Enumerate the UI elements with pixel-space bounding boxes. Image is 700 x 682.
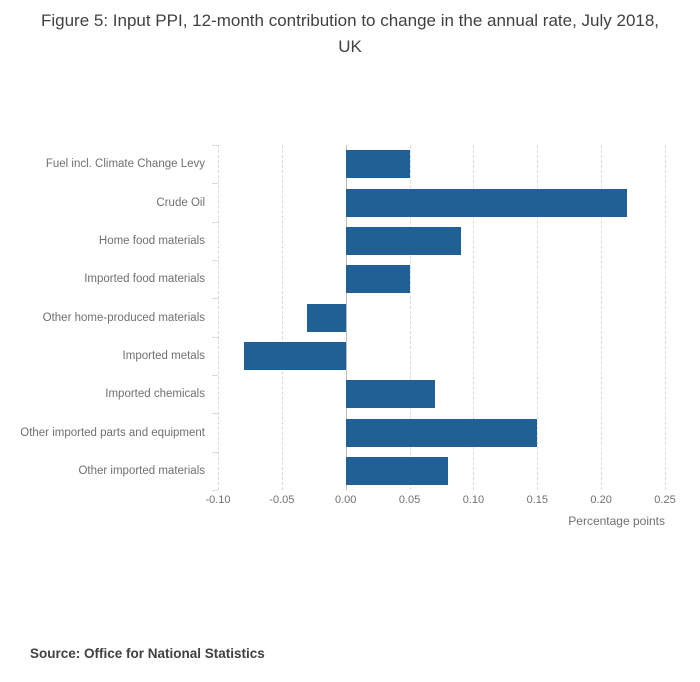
- y-axis-tick: [212, 183, 218, 185]
- gridline: [218, 145, 219, 490]
- category-label: Imported chemicals: [105, 388, 205, 401]
- bar: [345, 456, 448, 485]
- x-axis-label: Percentage points: [568, 514, 665, 528]
- gridline: [665, 145, 666, 490]
- category-label: Crude Oil: [156, 196, 205, 209]
- bar: [345, 150, 410, 179]
- bar: [345, 265, 410, 294]
- y-axis-tick: [212, 298, 218, 300]
- gridline: [409, 145, 411, 490]
- source-note: Source: Office for National Statistics: [30, 646, 265, 661]
- gridline: [473, 145, 475, 490]
- y-axis-tick: [212, 413, 218, 415]
- plot-area: [212, 145, 666, 491]
- bar: [345, 418, 538, 447]
- gridline: [281, 145, 283, 490]
- x-tick-label: -0.05: [269, 494, 295, 506]
- gridline: [537, 145, 539, 490]
- category-label: Other home-produced materials: [42, 311, 205, 324]
- category-label: Fuel incl. Climate Change Levy: [45, 158, 205, 171]
- y-axis-tick: [212, 336, 218, 338]
- category-label: Other imported parts and equipment: [20, 426, 205, 439]
- x-tick-label: 0.25: [654, 494, 676, 506]
- chart-title: Figure 5: Input PPI, 12-month contributi…: [40, 11, 660, 56]
- category-label: Imported food materials: [84, 273, 205, 286]
- bar: [345, 188, 627, 217]
- x-tick-label: 0.00: [334, 494, 357, 506]
- category-label: Imported metals: [122, 349, 205, 362]
- bar: [243, 341, 346, 370]
- x-tick-label: 0.10: [462, 494, 485, 506]
- y-axis-tick: [212, 145, 218, 146]
- y-axis-tick: [212, 375, 218, 376]
- x-tick-label: 0.15: [526, 494, 548, 506]
- x-tick-label: 0.20: [590, 494, 612, 506]
- y-axis-tick: [212, 221, 218, 223]
- bar: [345, 380, 436, 409]
- y-axis-tick: [212, 490, 218, 491]
- x-axis-ticks: -0.10 -0.05 0.00 0.05 0.10 0.15 0.20 0.25: [205, 494, 675, 508]
- y-axis-tick: [212, 260, 218, 261]
- y-axis-tick: [212, 451, 218, 453]
- x-tick-label: -0.10: [205, 494, 231, 506]
- x-tick-label: 0.05: [398, 494, 421, 506]
- bar: [345, 226, 461, 255]
- zero-line: [345, 145, 347, 490]
- bar: [307, 303, 346, 332]
- gridline: [601, 145, 603, 490]
- category-label: Home food materials: [98, 234, 205, 247]
- category-axis: Fuel incl. Climate Change Levy Crude Oil H…: [0, 145, 205, 490]
- category-label: Other imported materials: [78, 464, 205, 477]
